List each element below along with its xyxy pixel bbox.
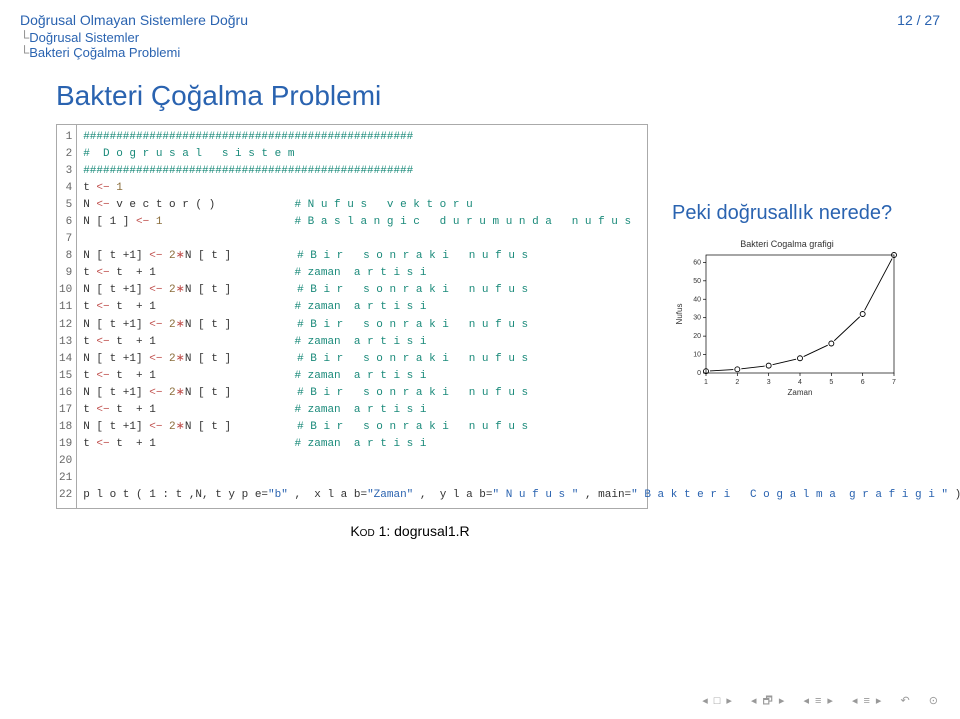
- svg-text:3: 3: [767, 379, 771, 386]
- svg-text:4: 4: [798, 379, 802, 386]
- tree-icon: └: [20, 45, 29, 60]
- nav-prev-icon[interactable]: ◂🗗▸: [751, 695, 790, 707]
- beamer-nav[interactable]: ◂□▸ ◂🗗▸ ◂≡▸ ◂≡▸ ↶ ⊙: [700, 692, 946, 711]
- svg-text:60: 60: [693, 259, 701, 266]
- header-title: Doğrusal Olmayan Sistemlere Doğru: [20, 12, 248, 28]
- nav-back-icon[interactable]: ↶: [901, 695, 916, 707]
- svg-text:30: 30: [693, 315, 701, 322]
- page-number: 12 / 27: [897, 12, 940, 28]
- code-caption: Kod 1: dogrusal1.R: [0, 509, 960, 539]
- nav-next-icon[interactable]: ◂≡▸: [852, 695, 887, 707]
- caption-label: Kod: [350, 523, 374, 539]
- svg-text:6: 6: [861, 379, 865, 386]
- caption-filename: 1: dogrusal1.R: [379, 523, 470, 539]
- code-listing: 1 2 3 4 5 6 7 8 9 10 11 12 13 14 15 16 1…: [56, 124, 648, 509]
- tree-icon: └: [20, 30, 29, 45]
- svg-text:1: 1: [704, 379, 708, 386]
- svg-text:5: 5: [829, 379, 833, 386]
- svg-text:2: 2: [735, 379, 739, 386]
- nav-section-icon[interactable]: ◂≡▸: [803, 695, 838, 707]
- breadcrumb: └Bakteri Çoğalma Problemi: [20, 45, 940, 60]
- question-text: Peki doğrusallık nerede?: [672, 202, 940, 225]
- svg-text:10: 10: [693, 352, 701, 359]
- nav-search-icon[interactable]: ⊙: [929, 695, 944, 707]
- svg-text:Nufus: Nufus: [675, 304, 684, 325]
- breadcrumb: └Doğrusal Sistemler: [20, 30, 940, 45]
- svg-text:Zaman: Zaman: [788, 388, 813, 397]
- growth-chart: Bakteri Cogalma grafigi 0 10 20 30 40 50 60 1 2 3…: [672, 239, 902, 399]
- nav-first-icon[interactable]: ◂□▸: [702, 695, 738, 707]
- chart-svg: 0 10 20 30 40 50 60 1 2 3 4 5 6 7 Zaman Nufus: [672, 249, 902, 399]
- breadcrumb-item: Doğrusal Sistemler: [29, 30, 139, 45]
- chart-title: Bakteri Cogalma grafigi: [672, 239, 902, 249]
- svg-text:40: 40: [693, 296, 701, 303]
- svg-text:50: 50: [693, 278, 701, 285]
- svg-text:7: 7: [892, 379, 896, 386]
- svg-text:20: 20: [693, 333, 701, 340]
- svg-text:0: 0: [697, 370, 701, 377]
- breadcrumb-item: Bakteri Çoğalma Problemi: [29, 45, 180, 60]
- page-title: Bakteri Çoğalma Problemi: [0, 64, 960, 124]
- line-numbers: 1 2 3 4 5 6 7 8 9 10 11 12 13 14 15 16 1…: [57, 125, 77, 508]
